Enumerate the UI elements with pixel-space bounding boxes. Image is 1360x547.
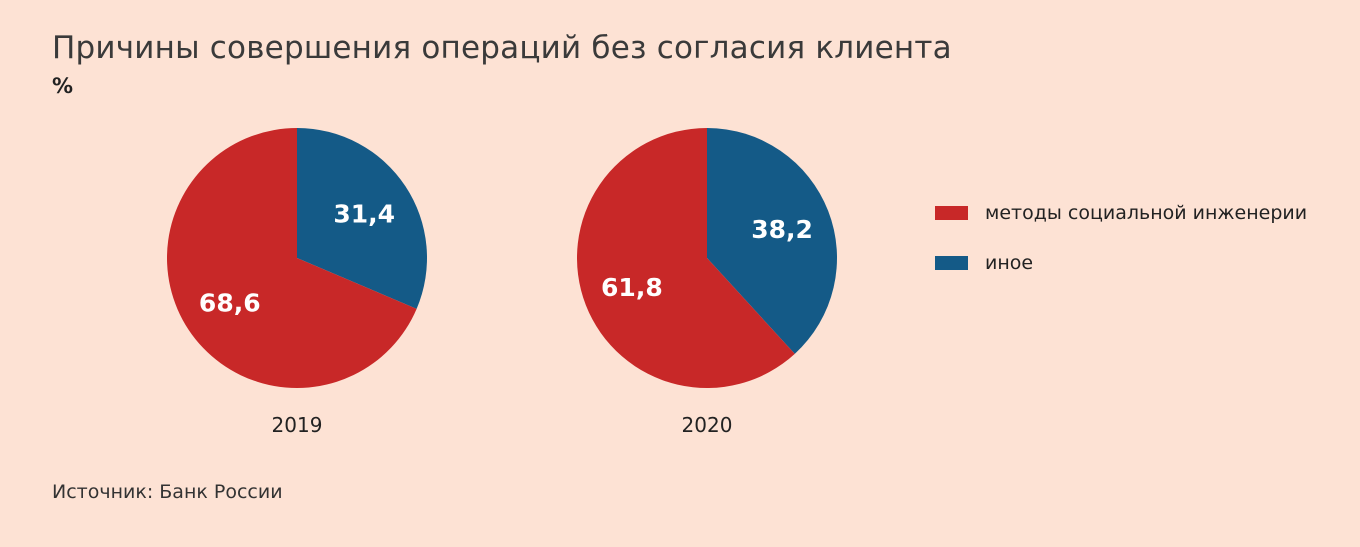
pie-year-label: 2019 — [272, 413, 323, 437]
legend-swatch-social-engineering — [935, 206, 968, 220]
pie-2020: 38,2 61,8 — [576, 128, 837, 388]
legend-label: иное — [985, 252, 1034, 274]
slice-value-label: 68,6 — [199, 288, 261, 317]
legend-item-other: иное — [935, 250, 1307, 276]
pie-slice-social-engineering — [167, 128, 417, 388]
legend: методы социальной инженерии иное — [935, 200, 1307, 300]
legend-swatch-other — [935, 256, 968, 270]
slice-value-label: 38,2 — [751, 215, 813, 244]
legend-item-social-engineering: методы социальной инженерии — [935, 200, 1307, 226]
unit-label: % — [52, 74, 74, 98]
pie-slice-other — [707, 128, 837, 354]
pie-year-label: 2020 — [682, 413, 733, 437]
slice-value-label: 31,4 — [333, 200, 395, 229]
slice-value-label: 61,8 — [601, 273, 663, 302]
chart-title: Причины совершения операций без согласия… — [52, 30, 952, 66]
legend-label: методы социальной инженерии — [985, 202, 1308, 224]
source-note: Источник: Банк России — [52, 481, 283, 503]
pie-2019: 31,4 68,6 — [167, 128, 427, 388]
pie-slice-other — [297, 128, 427, 309]
pie-slice-social-engineering — [576, 128, 795, 388]
